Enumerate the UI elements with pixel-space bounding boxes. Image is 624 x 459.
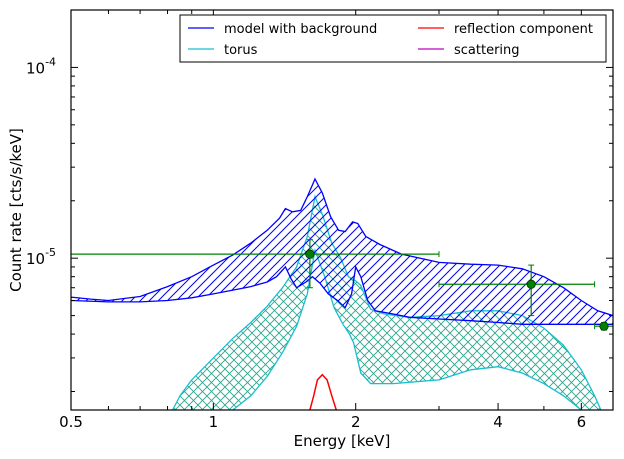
model-upper-line <box>71 177 613 317</box>
x-tick-label: 6 <box>577 413 587 431</box>
y-tick-label: 10-4 <box>26 55 56 77</box>
legend-label: reflection component <box>454 22 593 37</box>
legend-label: scattering <box>454 43 520 58</box>
torus-lower-line <box>232 247 582 410</box>
data-point-2 <box>438 264 596 317</box>
plot-area <box>71 177 613 410</box>
data-marker <box>305 249 315 259</box>
y-tick-exponent: -5 <box>45 246 56 259</box>
x-tick-label: 0.5 <box>59 413 83 431</box>
legend-box <box>179 14 607 63</box>
model-lower-line <box>71 264 613 325</box>
reflection-line <box>309 373 338 410</box>
x-tick-label: 1 <box>209 413 219 431</box>
y-axis-label: Count rate [cts/s/keV] <box>7 128 25 292</box>
data-marker <box>599 321 609 331</box>
y-tick-exponent: -4 <box>45 55 56 68</box>
axes: 0.5 1 2 4 6 10-5 10-4 <box>26 9 614 431</box>
data-point-1 <box>71 239 440 289</box>
model-band-fill <box>71 179 613 325</box>
legend-label: model with background <box>224 22 377 37</box>
legend: model with background torus reflection com… <box>179 14 607 63</box>
x-tick-label: 4 <box>493 413 503 431</box>
x-tick-label: 2 <box>351 413 361 431</box>
y-tick-label: 10-5 <box>26 246 56 268</box>
legend-label: torus <box>224 43 258 58</box>
data-marker <box>526 279 536 289</box>
data-point-3 <box>594 321 613 331</box>
axes-frame <box>70 9 614 411</box>
x-axis-label: Energy [keV] <box>294 432 391 450</box>
